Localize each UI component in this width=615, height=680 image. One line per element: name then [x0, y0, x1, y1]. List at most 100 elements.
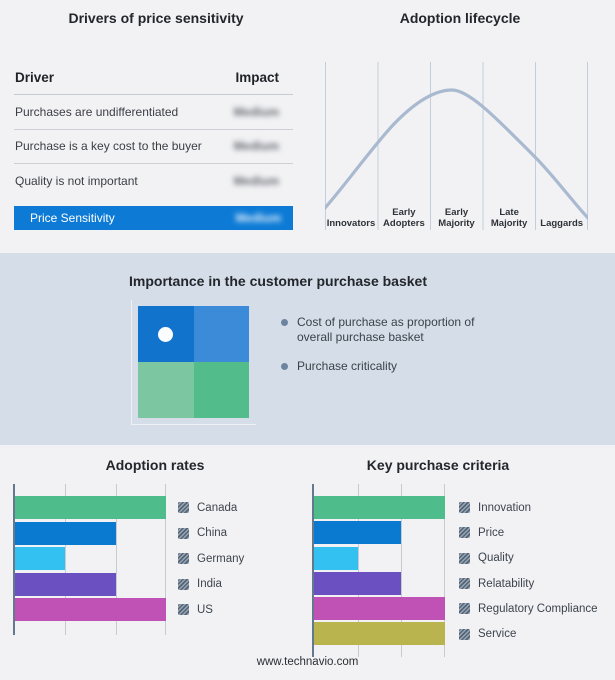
quadrant-cell-bottom-left [138, 362, 194, 418]
hatched-swatch-icon [178, 604, 189, 616]
bar-india [15, 572, 116, 596]
price-sensitivity-row: Price Sensitivity Medium [14, 205, 293, 230]
quadrant-matrix [138, 306, 249, 418]
drivers-table-header: Driver Impact [14, 66, 293, 95]
legend-label: Quality [478, 552, 514, 565]
chart-title: Adoption rates [105, 457, 205, 473]
hatched-swatch-icon [459, 527, 470, 539]
legend-label: Purchase criticality [297, 359, 398, 373]
purchase-basket-panel: Importance in the customer purchase bask… [0, 253, 615, 445]
legend-label: Service [478, 628, 517, 641]
quadrant-cell-top-right [193, 306, 249, 362]
bar-price [314, 521, 402, 545]
chart-legend: Innovation Price Quality Relatability Regula… [459, 495, 598, 647]
bell-curve [323, 88, 590, 220]
hatched-swatch-icon [459, 578, 470, 590]
hatched-swatch-icon [459, 502, 470, 514]
plot-area [312, 484, 445, 657]
legend-item-china: China [178, 521, 244, 547]
table-row: Purchases are undifferentiated Medium [14, 95, 293, 130]
hatched-swatch-icon [459, 628, 470, 640]
position-dot [158, 327, 173, 342]
stage-label-laggards: Laggards [540, 217, 584, 229]
highlight-label: Price Sensitivity [30, 210, 115, 225]
stage-label-early-majority: Early Majority [438, 207, 475, 229]
legend-item: Cost of purchase as proportion of overal… [281, 315, 499, 345]
impact-cell-blurred: Medium [233, 139, 279, 154]
driver-cell: Quality is not important [15, 173, 138, 188]
hatched-swatch-icon [459, 552, 470, 564]
bar-germany [15, 547, 66, 570]
hatched-swatch-icon [178, 502, 189, 514]
bar-us [15, 598, 166, 621]
impact-cell-blurred: Medium [233, 173, 279, 188]
legend-label: Canada [197, 501, 238, 514]
bar-china [15, 521, 116, 545]
impact-cell-blurred: Medium [235, 210, 281, 225]
footer-link[interactable]: www.technavio.com [256, 656, 359, 668]
plot-area [13, 484, 166, 635]
basket-legend: Cost of purchase as proportion of overal… [281, 315, 499, 388]
legend-item-india: India [178, 572, 244, 598]
driver-cell: Purchases are undifferentiated [15, 104, 179, 119]
adoption-lifecycle-chart: Innovators Early Adopters Early Majority… [323, 62, 590, 230]
bar-service [314, 622, 445, 646]
hatched-swatch-icon [178, 527, 189, 539]
legend-item: Purchase criticality [281, 359, 499, 374]
column-header-impact: Impact [235, 70, 279, 85]
gridline [357, 484, 359, 657]
drivers-table: Driver Impact Purchases are undifferenti… [14, 66, 293, 230]
legend-label: US [197, 603, 213, 616]
quadrant-cell-top-left [138, 306, 194, 362]
legend-label: Cost of purchase as proportion of overal… [297, 315, 475, 344]
impact-cell-blurred: Medium [233, 104, 279, 119]
legend-item-canada: Canada [178, 495, 244, 521]
driver-cell: Purchase is a key cost to the buyer [15, 139, 202, 154]
column-header-driver: Driver [15, 70, 55, 85]
legend-item-innovation: Innovation [459, 495, 598, 520]
top-section: Drivers of price sensitivity Adoption li… [0, 0, 615, 253]
gridline [401, 484, 403, 657]
quadrant-axis-frame [131, 300, 256, 425]
lifecycle-curve-svg [323, 62, 590, 230]
bar-innovation [314, 496, 445, 519]
legend-label: Germany [197, 552, 245, 565]
legend-label: Innovation [478, 501, 532, 514]
legend-item-price: Price [459, 520, 598, 545]
legend-label: Regulatory Compliance [478, 602, 598, 615]
drivers-panel-title: Drivers of price sensitivity [68, 10, 244, 26]
legend-item-us: US [178, 597, 244, 623]
stage-label-early-adopters: Early Adopters [383, 207, 425, 229]
lifecycle-panel-title: Adoption lifecycle [399, 10, 521, 26]
basket-panel-title: Importance in the customer purchase bask… [129, 273, 427, 289]
stage-label-innovators: Innovators [326, 217, 376, 229]
legend-item-quality: Quality [459, 546, 598, 571]
gridline [115, 484, 117, 635]
bullet-icon [281, 319, 288, 326]
legend-item-regulatory-compliance: Regulatory Compliance [459, 596, 598, 621]
stage-label-late-majority: Late Majority [490, 207, 528, 229]
gridline [444, 484, 445, 657]
legend-label: China [197, 527, 228, 540]
bullet-icon [281, 363, 288, 370]
legend-item-relatability: Relatability [459, 571, 598, 596]
bar-canada [15, 496, 166, 519]
legend-label: Price [478, 526, 505, 539]
chart-legend: Canada China Germany India US [178, 495, 244, 623]
chart-title: Key purchase criteria [366, 457, 510, 473]
gridline [65, 484, 67, 635]
table-row: Quality is not important Medium [14, 164, 293, 198]
gridline [165, 484, 166, 635]
quadrant-cell-bottom-right [193, 362, 249, 418]
hatched-swatch-icon [178, 578, 189, 590]
legend-item-service: Service [459, 621, 598, 646]
bar-relatability [314, 571, 402, 595]
bar-quality [314, 546, 358, 570]
hatched-swatch-icon [178, 553, 189, 565]
table-row: Purchase is a key cost to the buyer Medi… [14, 130, 293, 164]
legend-label: Relatability [478, 577, 535, 590]
bar-regulatory-compliance [314, 597, 445, 621]
legend-item-germany: Germany [178, 546, 244, 572]
legend-label: India [197, 578, 222, 591]
hatched-swatch-icon [459, 603, 470, 615]
